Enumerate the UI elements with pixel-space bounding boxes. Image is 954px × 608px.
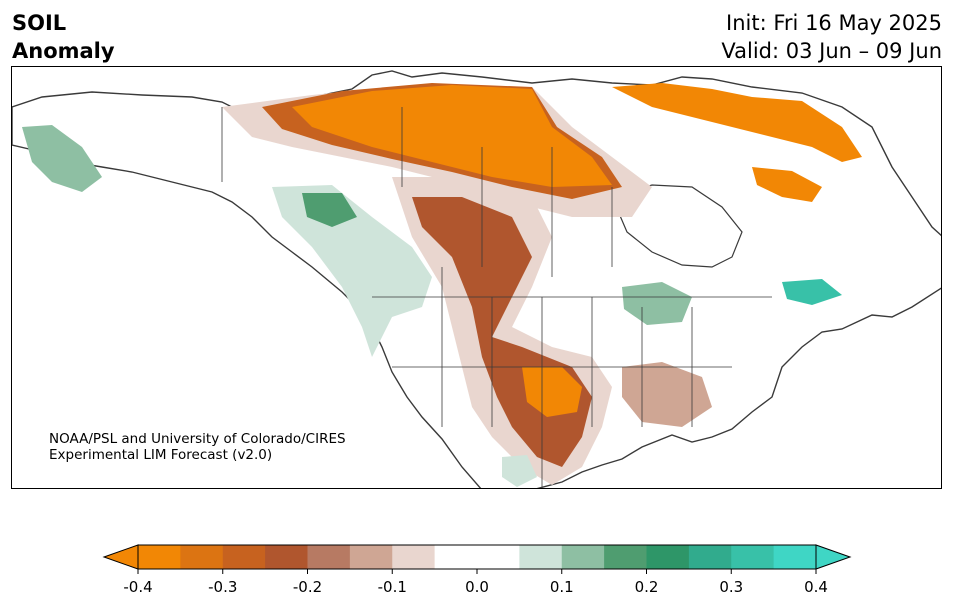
forecast-dates: Init: Fri 16 May 2025 Valid: 03 Jun – 09… — [721, 9, 942, 65]
credit-line-2: Experimental LIM Forecast (v2.0) — [49, 447, 273, 463]
colorbar-tick-label: 0.0 — [465, 578, 489, 596]
colorbar-swatch — [604, 545, 647, 569]
wet-anomaly-alaska — [22, 125, 102, 192]
data-credit: NOAA/PSL and University of Colorado/CIRE… — [49, 431, 346, 463]
colorbar-swatch — [222, 545, 266, 569]
dry-anomaly-labrador — [752, 167, 822, 202]
wet-anomaly-mexico — [502, 455, 537, 487]
colorbar-max-extend-arrow — [815, 544, 852, 570]
colorbar-swatch — [519, 545, 563, 569]
colorbar-tick-label: 0.4 — [804, 578, 828, 596]
title-variable: SOIL — [12, 11, 67, 35]
map-panel — [11, 66, 942, 489]
init-date: Init: Fri 16 May 2025 — [726, 11, 942, 35]
title-field: Anomaly — [12, 39, 115, 63]
political-boundaries — [221, 107, 772, 487]
colorbar-swatch — [349, 545, 393, 569]
colorbar-tick-label: -0.1 — [377, 578, 407, 596]
colorbar-tick-label: 0.2 — [634, 578, 659, 596]
dry-anomaly-arctic — [612, 83, 862, 162]
colorbar-swatch — [392, 545, 436, 569]
colorbar-min-extend-arrow — [102, 544, 139, 570]
wet-anomaly-northwest-core — [302, 193, 357, 227]
anomaly-map — [12, 70, 941, 488]
colorbar-swatch — [477, 545, 520, 569]
wet-anomaly-northwest-light — [272, 185, 432, 357]
colorbar-tick-label: 0.1 — [549, 578, 574, 596]
colorbar-swatch — [688, 545, 732, 569]
colorbar-swatch — [561, 545, 605, 569]
colorbar-tick-label: -0.4 — [123, 578, 153, 596]
colorbar-swatch — [434, 545, 478, 569]
map-title: SOIL Anomaly — [12, 9, 115, 65]
colorbar-swatch — [646, 545, 690, 569]
dry-anomaly-midsouth — [622, 362, 712, 427]
colorbar-swatch — [773, 545, 817, 569]
colorbar-swatch — [307, 545, 351, 569]
colorbar-swatch — [731, 545, 775, 569]
wet-anomaly-greatlakes — [622, 282, 692, 325]
dry-anomaly-north-core — [292, 85, 612, 187]
wet-anomaly-quebec — [782, 279, 842, 305]
valid-range: Valid: 03 Jun – 09 Jun — [721, 39, 942, 63]
hudson-bay — [611, 184, 743, 268]
colorbar-swatch — [265, 545, 308, 569]
colorbar-tick-label: -0.3 — [208, 578, 238, 596]
colorbar-swatch — [180, 545, 224, 569]
colorbar-swatch — [138, 545, 181, 569]
colorbar-tick-label: 0.3 — [719, 578, 744, 596]
colorbar-tick-label: -0.2 — [292, 578, 323, 596]
dry-anomaly-texas-core — [522, 367, 582, 417]
credit-line-1: NOAA/PSL and University of Colorado/CIRE… — [49, 431, 346, 447]
